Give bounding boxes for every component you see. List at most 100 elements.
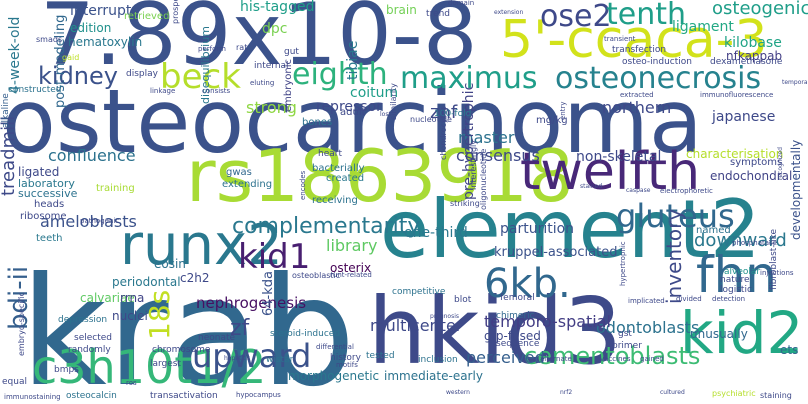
- word-osteocalcin: osteocalcin: [66, 391, 117, 401]
- word-selected: selected: [74, 333, 112, 343]
- word-divided: divided: [676, 295, 702, 303]
- word-his-tagged: his-tagged: [240, 0, 315, 15]
- word-wistar: wistar: [266, 355, 294, 365]
- word-transactivation: transactivation: [150, 391, 218, 401]
- word-rat: rat: [236, 43, 248, 52]
- word-rs1863918: rs1863918: [186, 134, 574, 218]
- word-gaid: gaid: [62, 53, 80, 62]
- word-krab: krab: [20, 246, 356, 404]
- word-dpc: dpc: [262, 21, 288, 37]
- word-receiving: receiving: [312, 195, 358, 206]
- word-kid2: kid2: [680, 299, 804, 367]
- word-ose2: ose2: [540, 0, 612, 34]
- word-osteo-induction: osteo-induction: [622, 57, 692, 67]
- word-tested: tested: [366, 351, 395, 361]
- word-display: display: [126, 69, 158, 79]
- word-prospective: prospective: [171, 0, 180, 24]
- word-consensus: consensus: [456, 146, 540, 165]
- word-immediate-early: immediate-early: [384, 369, 483, 383]
- word-osteonecrosis: osteonecrosis: [555, 61, 762, 96]
- word-immunofluorescence: immunofluorescence: [700, 91, 774, 99]
- word-eosin: eosin: [154, 257, 186, 271]
- word-psychiatric: psychiatric: [712, 389, 756, 398]
- word-phosphatase: phosphatase: [732, 239, 777, 247]
- word-consists: consists: [202, 87, 231, 95]
- word-strong: strong: [246, 98, 297, 117]
- word-non-skeletal: non-skeletal: [576, 149, 662, 165]
- word-inclusion: inclusion: [418, 355, 458, 365]
- word-northern: northern: [602, 98, 672, 117]
- word-eighth: eighth: [292, 57, 388, 92]
- word-perform: perform: [198, 45, 226, 53]
- word-largest: largest: [150, 359, 182, 369]
- word-coitum: coitum: [350, 85, 399, 101]
- word-sequence: sequence: [496, 339, 540, 349]
- word-extending: extending: [222, 179, 273, 190]
- word-ligated: ligated: [18, 165, 60, 179]
- word-gained: gained: [640, 355, 664, 363]
- word-injections: injections: [760, 269, 794, 277]
- word-linkage: linkage: [150, 87, 176, 95]
- word-bmps: bmps: [54, 365, 79, 375]
- word-stained: stained: [580, 183, 603, 190]
- word-alternate: alternate: [540, 355, 572, 363]
- word-detection: detection: [712, 295, 746, 303]
- word-history: history: [330, 353, 361, 363]
- word-ribosome: ribosome: [20, 211, 67, 222]
- word-gut: gut: [284, 47, 299, 57]
- word-created: created: [326, 173, 365, 184]
- word-encodes: encodes: [299, 170, 307, 200]
- word-smads: smads: [36, 35, 63, 44]
- word-nrf2: nrf2: [560, 389, 573, 396]
- word-5-ccaca-3: 5'-ccaca-3: [500, 10, 768, 70]
- word-100-fold: 100-fold: [434, 109, 472, 119]
- word-alkaline: alkaline: [1, 93, 11, 128]
- word-cultured: cultured: [660, 389, 685, 396]
- word-entry: entry: [559, 101, 567, 120]
- word-ameloblasts: ameloblasts: [40, 212, 137, 231]
- word-one-third: one-third: [404, 225, 468, 241]
- word-cementoblasts: cementoblasts: [524, 342, 701, 370]
- word-motifs: motifs: [336, 361, 358, 369]
- word-kidney: kidney: [38, 62, 118, 90]
- word-multicenter: multicenter: [370, 316, 463, 335]
- word-c3h10t1-2: c3h10t1/2: [32, 340, 267, 394]
- word-rrna: rrna: [120, 291, 145, 305]
- word-bones: bones: [302, 117, 333, 128]
- word-neonate: neonate: [198, 333, 236, 343]
- word-developmentally: developmentally: [789, 139, 803, 240]
- word-blot: blot: [454, 295, 472, 305]
- word-unusually: unusually: [690, 327, 748, 341]
- word-gwas: gwas: [226, 167, 252, 178]
- word-nature: nature: [720, 275, 750, 285]
- word-osteocarcinoma: osteocarcinoma: [2, 70, 703, 173]
- word-western: western: [446, 389, 470, 396]
- word-nucleotide: nucleotide: [410, 115, 452, 124]
- word-osteogenic: osteogenic: [712, 0, 808, 19]
- word-ets: ets: [780, 343, 799, 357]
- word-differential: differential: [316, 343, 354, 351]
- word-hypocampus: hypocampus: [236, 391, 281, 399]
- word-striking: striking: [450, 199, 480, 208]
- word-pathogenic: pathogenic: [80, 217, 120, 225]
- word-hkid3: hkid3: [368, 278, 623, 385]
- word-beck: beck: [160, 57, 241, 97]
- word-nuclei: nuclei: [112, 309, 148, 323]
- word-eluting: eluting: [250, 79, 275, 87]
- word-teeth: teeth: [36, 233, 63, 244]
- word-7-89x10-8: 7.89x10-8: [40, 0, 478, 85]
- word-oligonucleotide: oligonucleotide: [479, 148, 488, 210]
- word-chondrocytes: chondrocytes: [439, 106, 448, 160]
- word-hepatitis: hepatitis: [224, 355, 251, 362]
- word-edition: edition: [70, 21, 112, 35]
- word-equal: equal: [2, 377, 27, 387]
- word-competitive: competitive: [392, 287, 446, 297]
- word-hematoxylin: hematoxylin: [68, 35, 143, 49]
- word-implicated: implicated: [628, 297, 665, 305]
- word-hypertrophic: hypertrophic: [619, 241, 627, 286]
- word-64-kda: 64-kda: [261, 271, 276, 316]
- word-osterix: osterix: [330, 261, 372, 275]
- word-kid1: kid1: [238, 237, 311, 277]
- word-adult: adult: [340, 107, 366, 118]
